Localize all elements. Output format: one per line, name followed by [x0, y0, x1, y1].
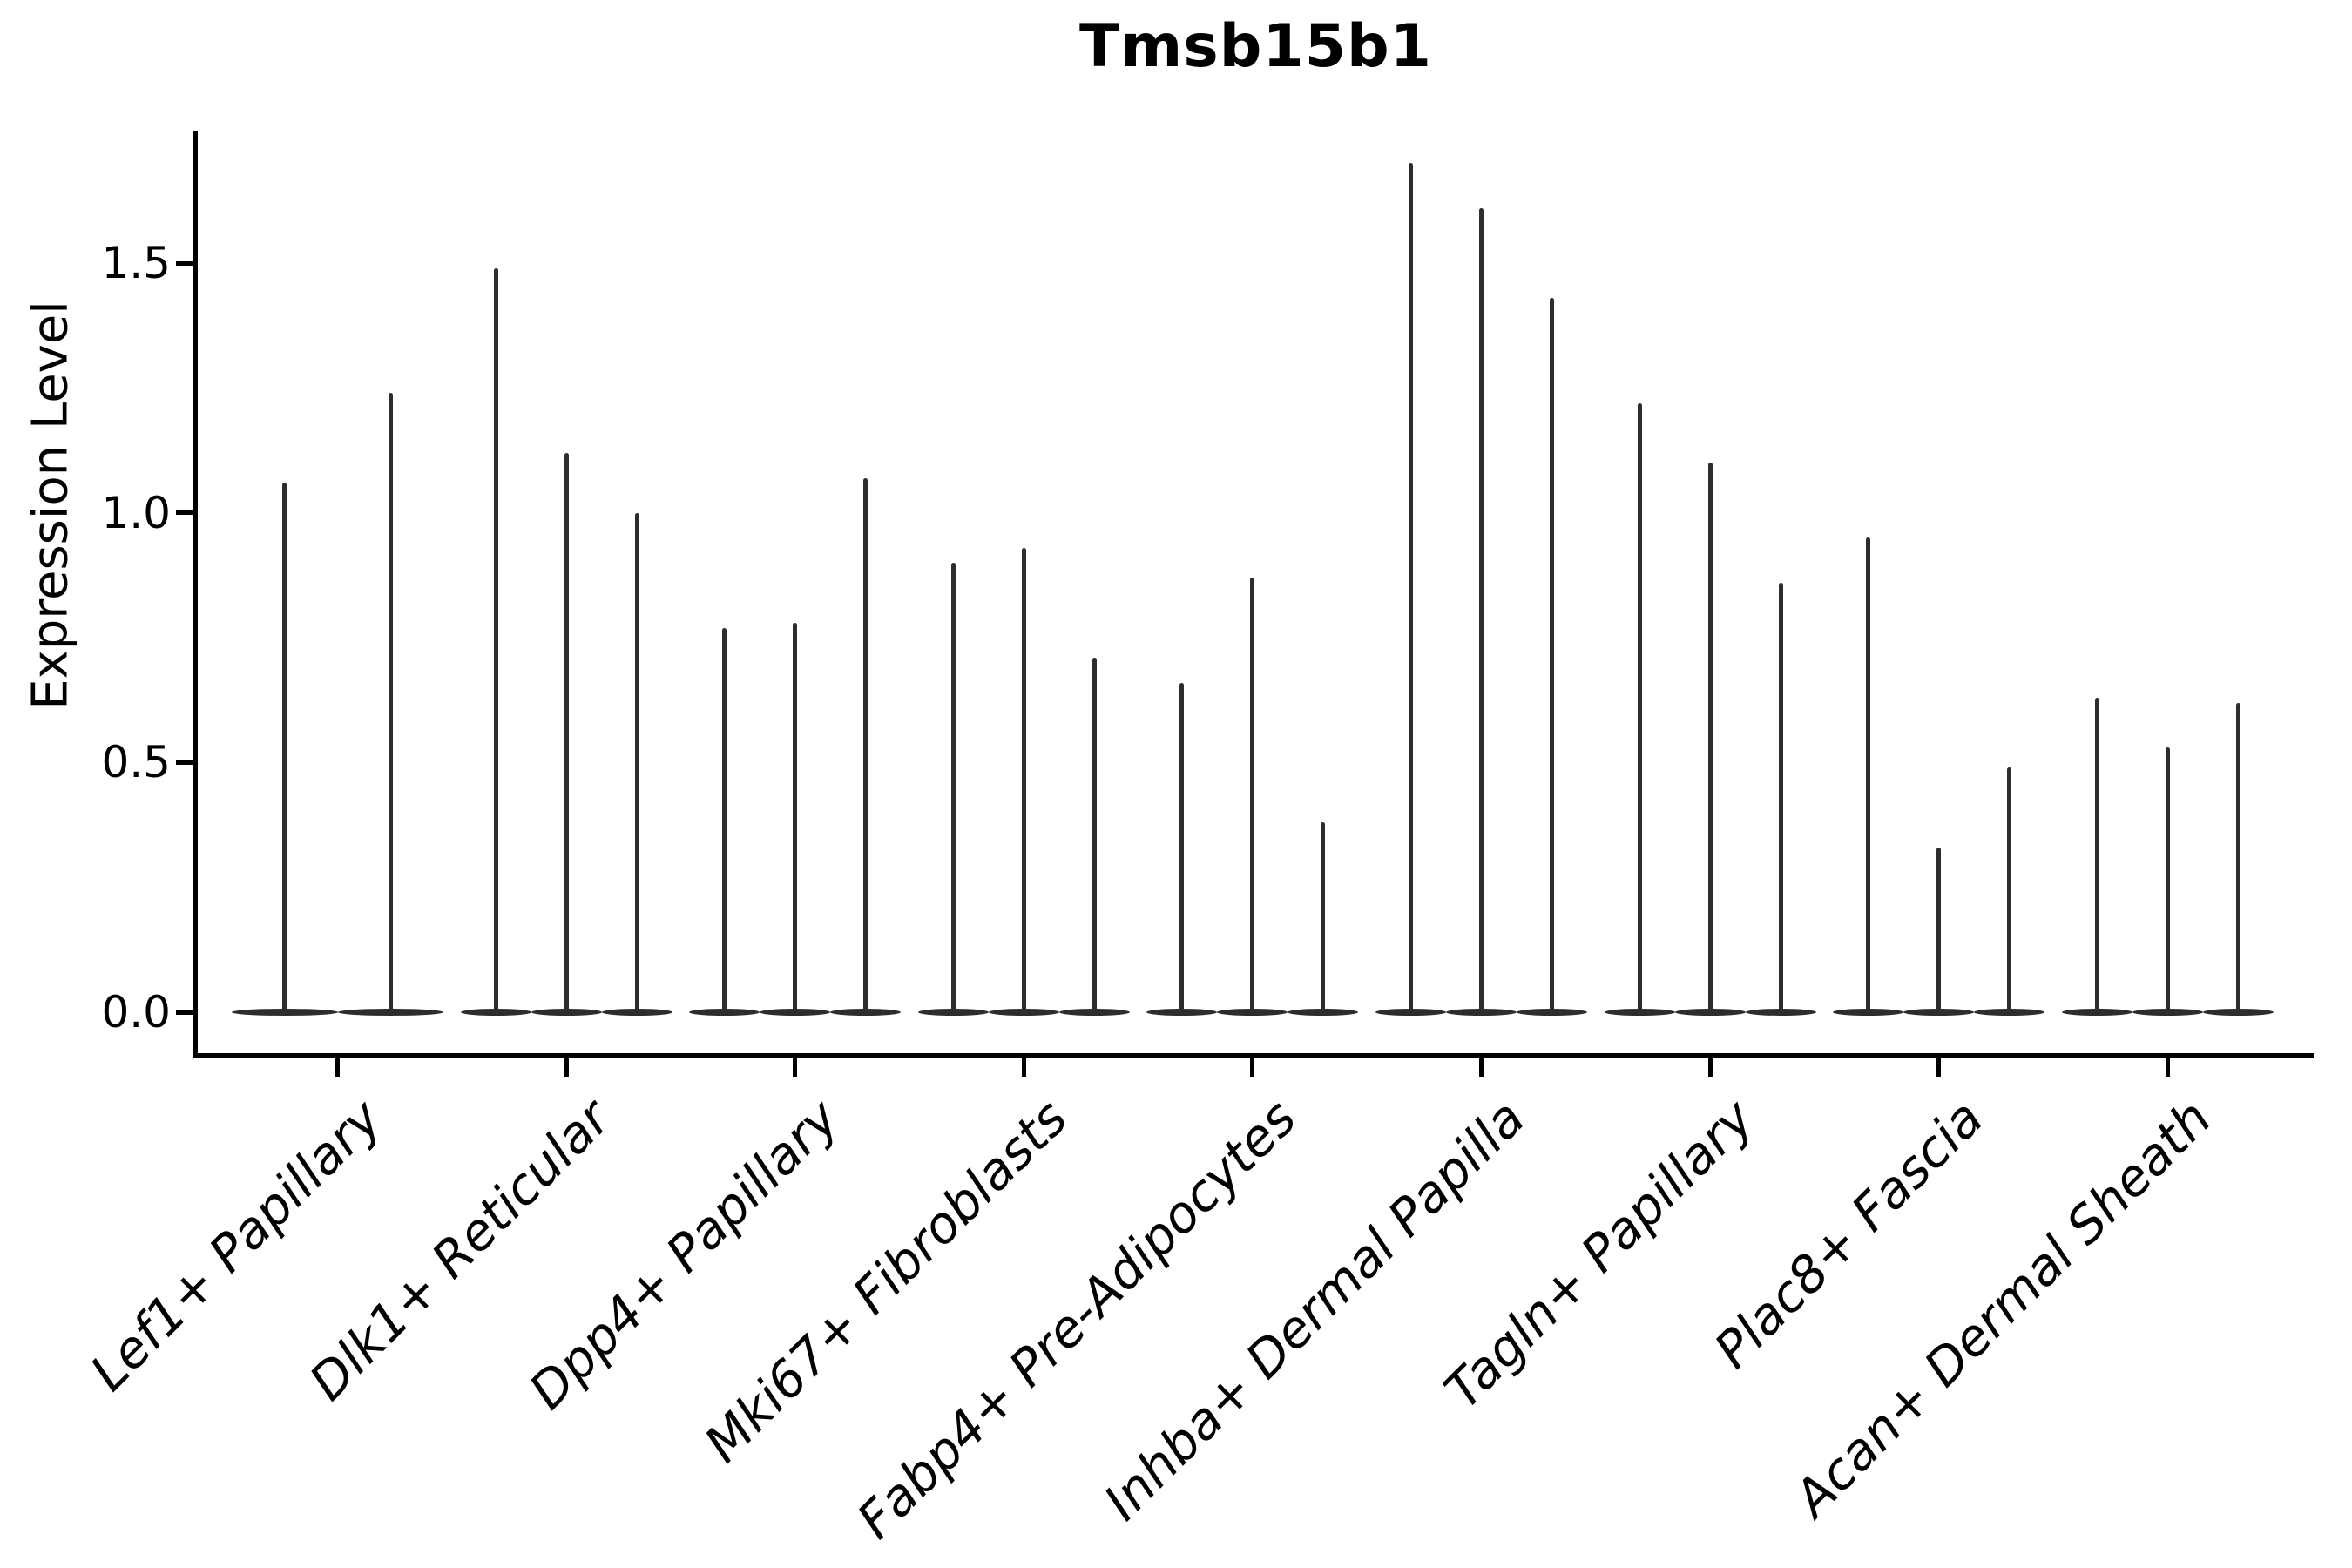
x-tick-label: Inhba+ Dermal Papilla — [1092, 1088, 1537, 1532]
violin-spike — [2007, 767, 2012, 1015]
x-tick-mark — [793, 1058, 798, 1077]
violin-spike — [1550, 298, 1554, 1015]
y-axis-spine — [193, 131, 198, 1058]
x-tick-mark — [1021, 1058, 1026, 1077]
violin-spike — [2094, 697, 2099, 1015]
violin-spike — [1637, 402, 1642, 1015]
chart-title: Tmsb15b1 — [1078, 12, 1432, 81]
violin-spike — [1321, 822, 1326, 1015]
x-tick-mark — [1936, 1058, 1942, 1077]
violin-spike — [1179, 682, 1185, 1015]
violin-spike — [950, 563, 956, 1015]
violin-spike — [1479, 207, 1484, 1015]
violin-spike — [1021, 547, 1026, 1015]
violin-spike — [863, 477, 868, 1015]
violin-spike — [1092, 657, 1097, 1015]
x-tick-mark — [2165, 1058, 2170, 1077]
x-axis-spine — [193, 1053, 2314, 1058]
x-tick-mark — [1479, 1058, 1484, 1077]
violin-spike — [2235, 702, 2240, 1015]
violin-spike — [564, 452, 569, 1015]
violin-spike — [2165, 747, 2170, 1015]
violin-spike — [1250, 578, 1255, 1015]
violin-spike — [793, 622, 798, 1015]
violin-spike — [1707, 463, 1713, 1015]
violin-spike — [1866, 537, 1871, 1015]
x-tick-mark — [1707, 1058, 1713, 1077]
violin-spike — [1778, 582, 1783, 1015]
x-tick-mark — [335, 1058, 340, 1077]
y-tick-label: 1.0 — [101, 487, 171, 538]
x-tick-label: Fabp4+ Pre-Adipocytes — [846, 1088, 1308, 1551]
violin-spike — [1409, 163, 1413, 1015]
violin-spike — [282, 483, 287, 1015]
y-tick-label: 1.5 — [101, 238, 171, 289]
y-tick-mark — [176, 260, 193, 266]
y-tick-label: 0.5 — [101, 737, 171, 788]
y-tick-mark — [176, 760, 193, 765]
x-tick-mark — [1250, 1058, 1255, 1077]
y-tick-mark — [176, 510, 193, 516]
x-tick-mark — [564, 1058, 569, 1077]
violin-spike — [634, 512, 639, 1015]
violin-spike — [722, 627, 727, 1015]
y-tick-label: 0.0 — [101, 987, 171, 1037]
x-tick-label: Acan+ Dermal Sheath — [1782, 1088, 2223, 1529]
violin-spike — [388, 393, 393, 1015]
violin-spike — [493, 267, 498, 1015]
y-tick-mark — [176, 1010, 193, 1015]
violin-spike — [1936, 847, 1942, 1015]
